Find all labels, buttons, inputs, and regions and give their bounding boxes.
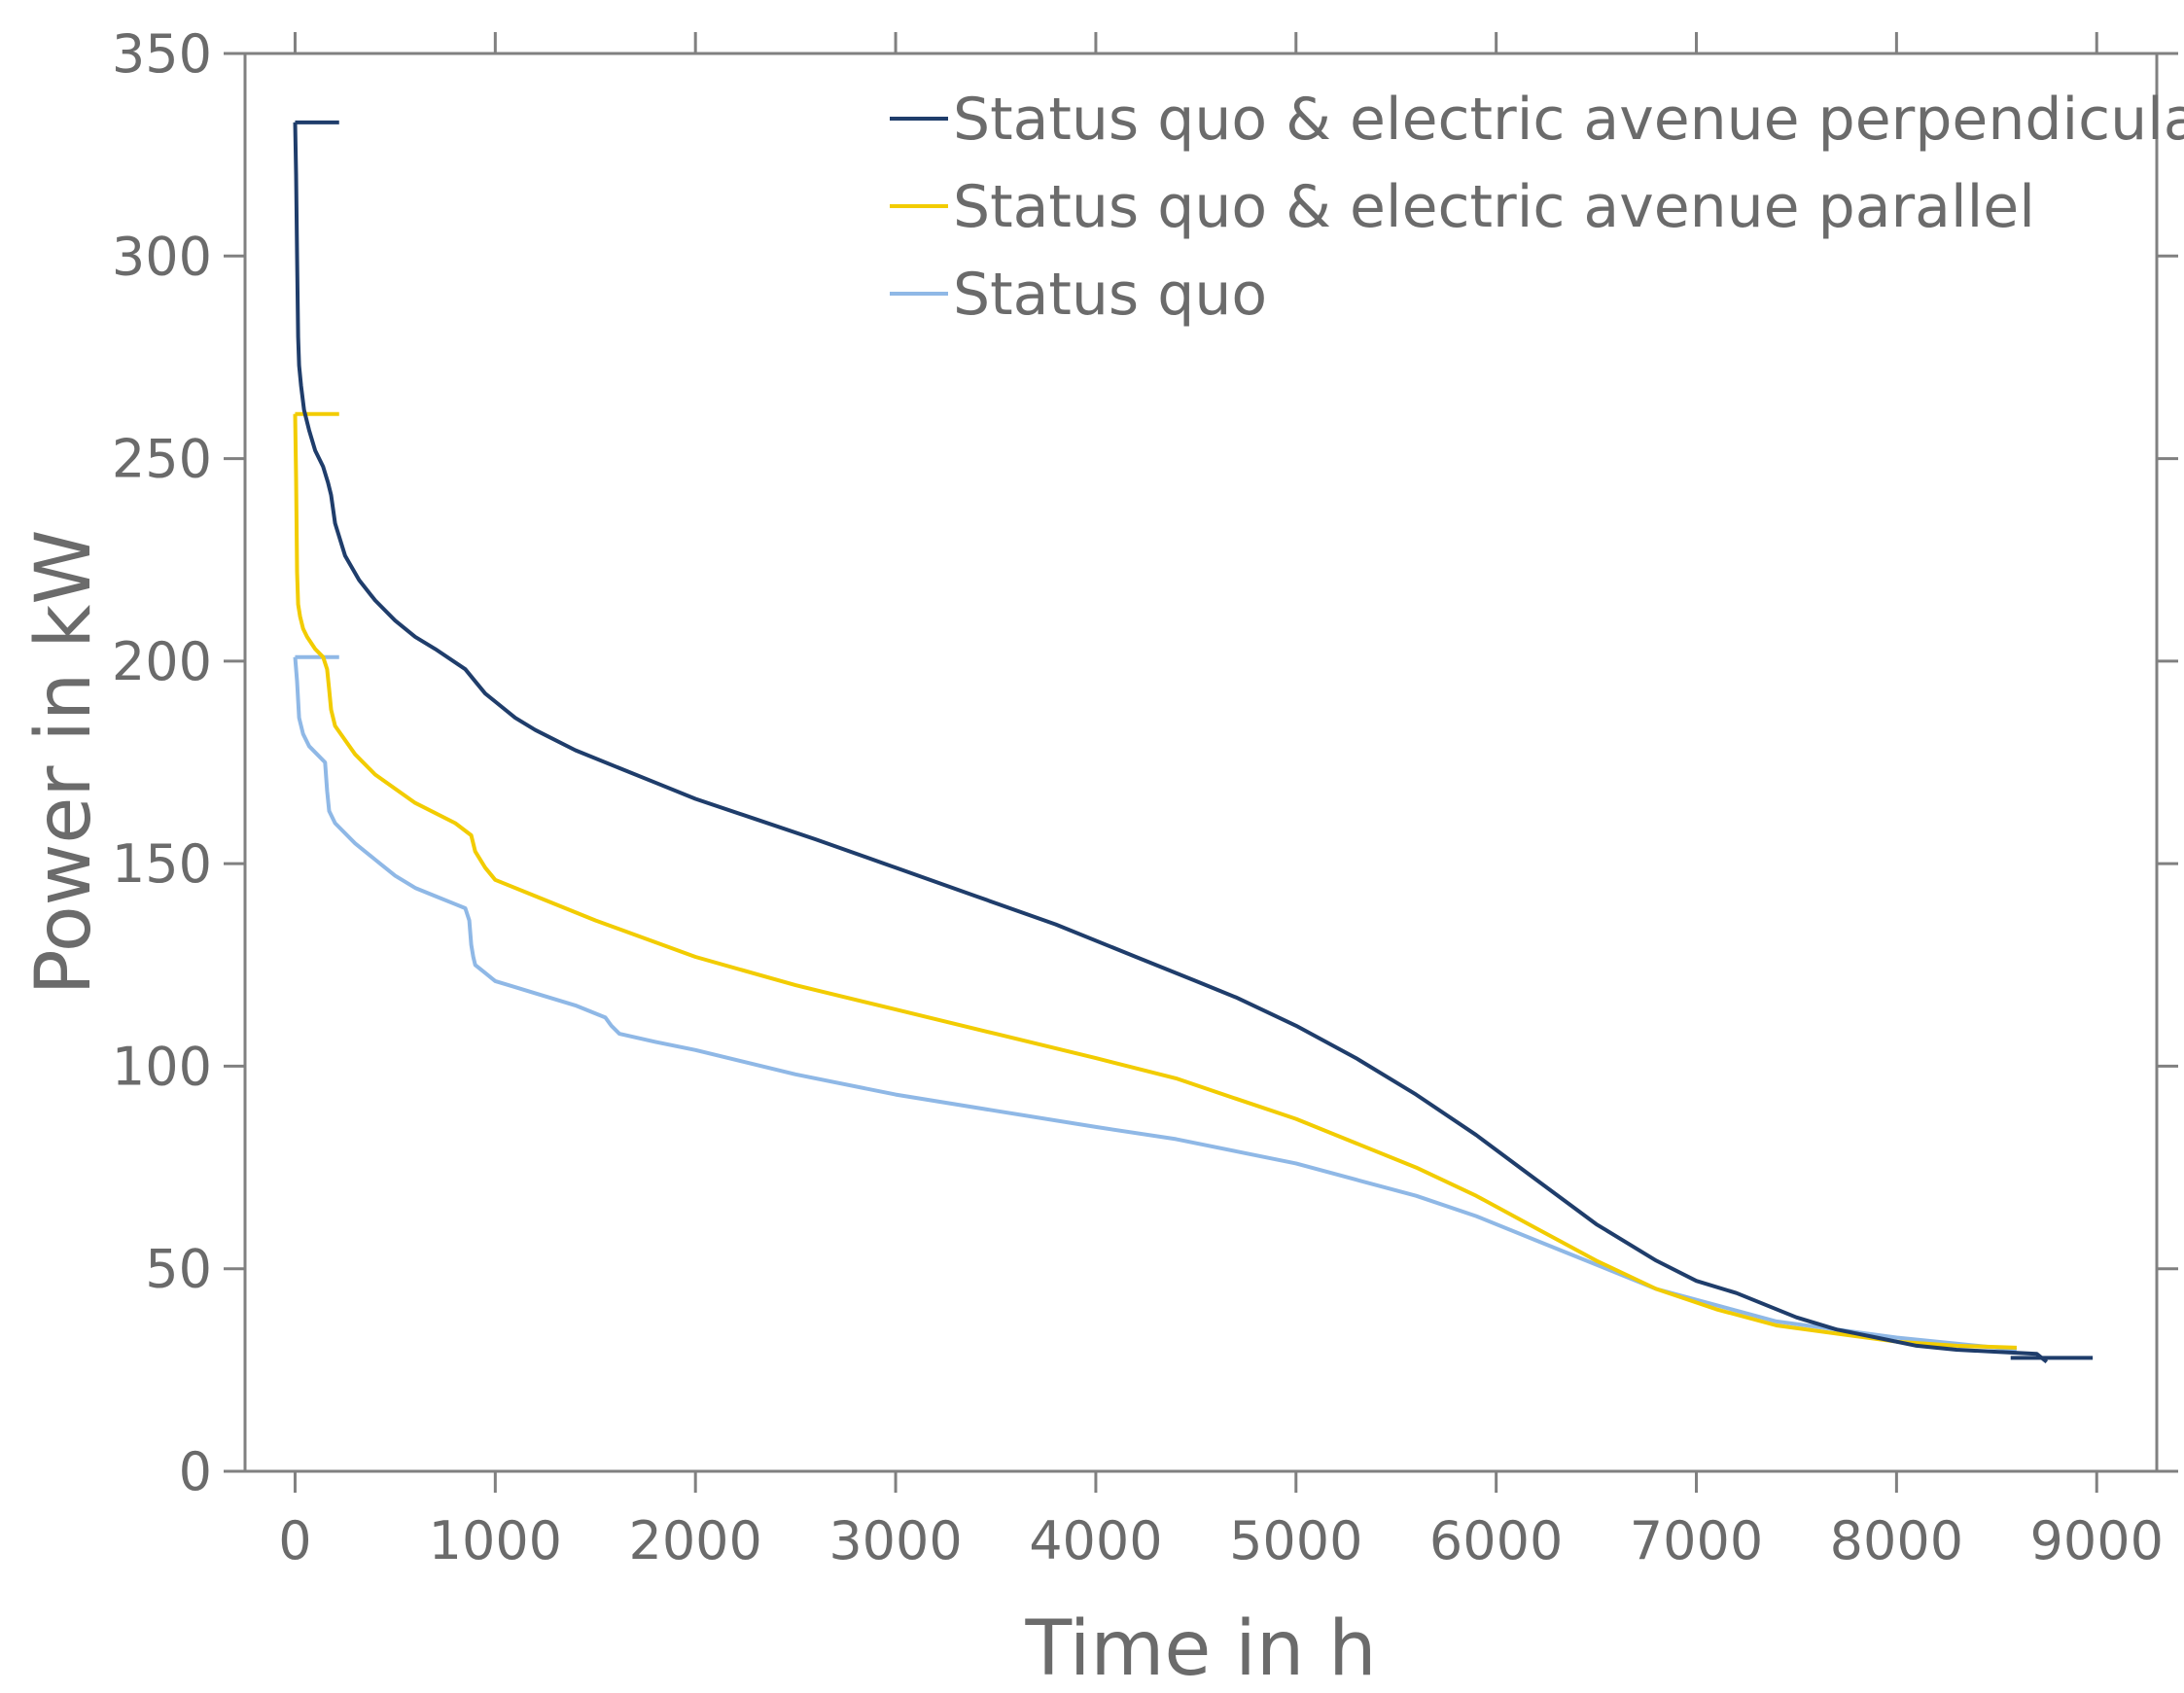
plot-frame bbox=[243, 52, 2159, 1473]
x-axis: 0 1000 2000 3000 4000 5000 6000 7000 8000 9000 bbox=[278, 32, 2164, 1571]
legend-label: Status quo & electric avenue perpendicul… bbox=[953, 86, 2184, 154]
y-axis-title: Power in kW bbox=[20, 530, 108, 996]
x-tick-label: 4000 bbox=[1029, 1510, 1162, 1571]
x-tick-label: 2000 bbox=[628, 1510, 761, 1571]
y-tick-label: 50 bbox=[145, 1239, 212, 1300]
x-tick-label: 0 bbox=[278, 1510, 311, 1571]
series-layer bbox=[293, 120, 2094, 1364]
y-tick-label: 350 bbox=[112, 23, 212, 85]
y-tick-label: 250 bbox=[112, 429, 212, 490]
y-tick-label: 300 bbox=[112, 226, 212, 287]
y-axis: 0 50 100 150 200 250 300 350 bbox=[112, 23, 2178, 1502]
x-tick-label: 5000 bbox=[1229, 1510, 1362, 1571]
legend: Status quo & electric avenue perpendicul… bbox=[890, 86, 2184, 329]
x-tick-label: 7000 bbox=[1630, 1510, 1763, 1571]
y-tick-label: 150 bbox=[112, 833, 212, 895]
y-tick-label: 0 bbox=[179, 1441, 212, 1502]
legend-label: Status quo & electric avenue parallel bbox=[953, 173, 2035, 241]
series-line-status-quo bbox=[293, 656, 2018, 1352]
x-tick-label: 9000 bbox=[2030, 1510, 2164, 1571]
x-axis-title: Time in h bbox=[1024, 1605, 1376, 1693]
series-line-status-quo-electric-avenue-perpendicular bbox=[293, 122, 2049, 1364]
x-tick-label: 6000 bbox=[1429, 1510, 1563, 1571]
legend-label: Status quo bbox=[953, 261, 1267, 329]
x-tick-label: 1000 bbox=[429, 1510, 562, 1571]
x-tick-label: 8000 bbox=[1830, 1510, 1963, 1571]
x-tick-label: 3000 bbox=[828, 1510, 962, 1571]
series-line-status-quo-electric-avenue-parallel bbox=[293, 413, 2017, 1350]
y-tick-label: 100 bbox=[112, 1036, 212, 1097]
y-tick-label: 200 bbox=[112, 631, 212, 692]
